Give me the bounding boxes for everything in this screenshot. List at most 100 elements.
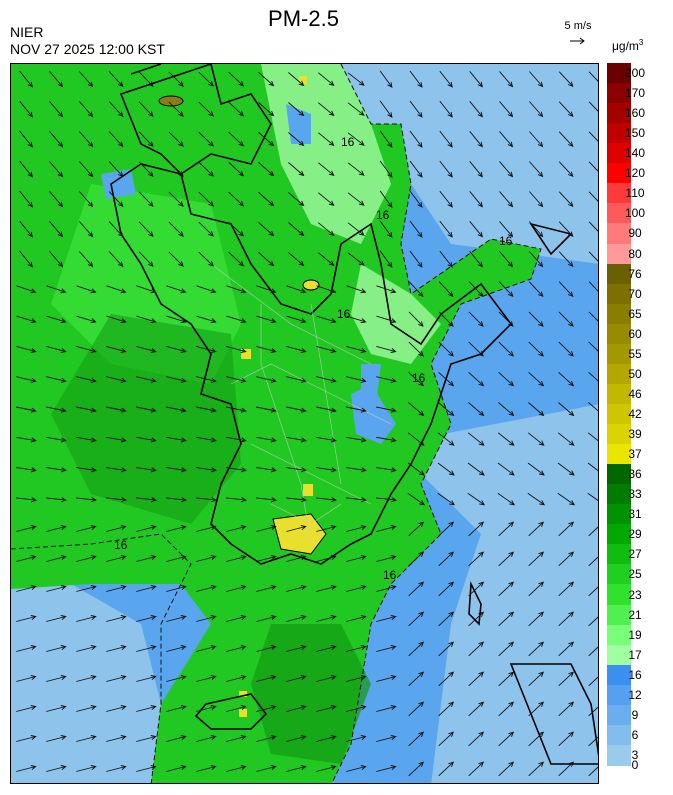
pm25-map: 16 16 16 16 16 16 16 — [10, 63, 599, 784]
wind-arrow-icon — [558, 402, 575, 417]
wind-arrow-icon — [46, 497, 67, 503]
wind-arrow-icon — [166, 467, 187, 473]
wind-arrow-icon — [106, 285, 127, 294]
light-green-patch-center — [351, 264, 441, 364]
wind-arrow-icon — [408, 611, 425, 627]
wind-arrow-icon — [558, 551, 575, 567]
wind-arrow-icon — [286, 315, 307, 324]
wind-arrow-icon — [469, 71, 483, 88]
contour-label: 16 — [337, 307, 351, 321]
wind-arrow-icon — [46, 376, 67, 383]
wind-arrow-icon — [468, 402, 485, 417]
wind-arrow-icon — [136, 315, 157, 324]
jeju-island-outline — [194, 693, 268, 730]
wind-arrow-icon — [529, 131, 544, 148]
wind-arrow-icon — [136, 436, 157, 443]
wind-arrow-icon — [376, 497, 397, 503]
wind-arrow-icon — [376, 765, 397, 772]
wind-arrow-icon — [196, 555, 217, 562]
legend-label: 6 — [631, 727, 639, 742]
wind-arrow-icon — [136, 525, 157, 532]
wind-arrow-icon — [226, 765, 247, 772]
wind-arrow-icon — [286, 735, 307, 742]
wind-arrow-icon — [316, 735, 337, 742]
wind-arrow-icon — [228, 161, 245, 177]
contour-label: 16 — [383, 568, 397, 582]
wind-arrow-icon — [346, 645, 367, 652]
wind-arrow-icon — [346, 735, 367, 742]
wind-arrow-icon — [196, 585, 217, 592]
wind-arrow-icon — [166, 315, 187, 324]
wind-arrow-icon — [136, 705, 157, 712]
legend-swatch — [607, 383, 631, 405]
wind-arrow-icon — [168, 101, 184, 117]
wind-arrow-icon — [588, 251, 598, 262]
wind-arrow-icon — [346, 467, 367, 473]
low-concentration-southwest — [11, 584, 161, 783]
wind-arrow-icon — [376, 315, 397, 324]
wind-arrow-icon — [346, 497, 367, 503]
wind-arrow-icon — [226, 555, 247, 562]
wind-arrow-icon — [528, 371, 545, 387]
wind-arrow-icon — [76, 406, 97, 413]
legend-label: 50 — [628, 366, 642, 381]
wind-arrow-icon — [528, 731, 545, 747]
wind-arrow-icon — [529, 251, 544, 268]
wind-arrow-icon — [318, 102, 335, 116]
legend-swatch — [607, 464, 631, 485]
legend-label: 33 — [628, 487, 642, 502]
wind-arrow-icon — [347, 252, 365, 266]
wind-arrow-icon — [528, 341, 544, 357]
wind-arrow-icon — [46, 467, 67, 473]
wind-arrow-icon — [529, 101, 544, 118]
legend-swatch — [607, 744, 631, 766]
wind-arrow-icon — [376, 705, 397, 712]
wind-arrow-icon — [286, 345, 307, 353]
wind-arrow-icon — [347, 192, 365, 206]
legend-swatch — [607, 664, 631, 686]
legend-label: 46 — [628, 386, 642, 401]
wind-arrow-icon — [587, 462, 598, 472]
wind-arrow-icon — [286, 645, 307, 652]
wind-arrow-icon — [286, 615, 307, 622]
legend-swatch — [607, 223, 631, 245]
wind-arrow-icon — [347, 162, 365, 176]
wind-arrow-icon — [76, 285, 97, 294]
wind-arrow-icon — [196, 376, 217, 383]
wind-arrow-icon — [228, 191, 245, 207]
wind-arrow-icon — [166, 585, 187, 592]
wind-arrow-icon — [19, 160, 33, 178]
wind-arrow-icon — [588, 71, 598, 82]
wind-arrow-icon — [288, 252, 305, 267]
wind-arrow-icon — [79, 101, 94, 118]
wind-arrow-icon — [19, 250, 33, 268]
wind-arrow-icon — [558, 341, 574, 357]
wind-arrow-icon — [196, 735, 217, 742]
wind-arrow-icon — [318, 72, 335, 86]
wind-arrow-icon — [198, 71, 214, 87]
wind-arrow-icon — [136, 615, 157, 622]
wind-arrow-icon — [316, 675, 337, 682]
legend-swatch — [607, 644, 631, 666]
wind-arrow-icon — [138, 71, 154, 87]
wind-arrow-icon — [76, 497, 97, 503]
wind-arrow-icon — [196, 645, 217, 652]
contour-label: 16 — [499, 234, 513, 248]
wind-arrow-icon — [196, 315, 217, 324]
legend-swatch — [607, 323, 631, 345]
wind-arrow-icon — [438, 731, 455, 747]
wind-arrow-icon — [529, 221, 544, 238]
wind-arrow-icon — [558, 611, 575, 627]
wind-arrow-icon — [106, 345, 127, 353]
wind-arrow-icon — [347, 72, 365, 86]
hotspot-yellow-7 — [299, 76, 307, 84]
wind-arrow-icon — [379, 70, 393, 88]
wind-arrow-icon — [49, 101, 64, 118]
wind-arrow-icon — [46, 345, 67, 353]
wind-arrow-icon — [76, 345, 97, 353]
wind-arrow-icon — [316, 345, 337, 353]
wind-arrow-icon — [16, 615, 37, 622]
wind-arrow-icon — [527, 462, 545, 476]
hotspot-yellow-3 — [241, 349, 251, 359]
wind-arrow-icon — [557, 432, 575, 446]
